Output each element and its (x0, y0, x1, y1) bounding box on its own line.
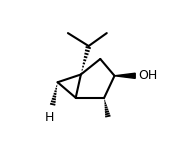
Polygon shape (114, 73, 135, 78)
Text: H: H (45, 111, 54, 124)
Text: OH: OH (138, 69, 157, 82)
